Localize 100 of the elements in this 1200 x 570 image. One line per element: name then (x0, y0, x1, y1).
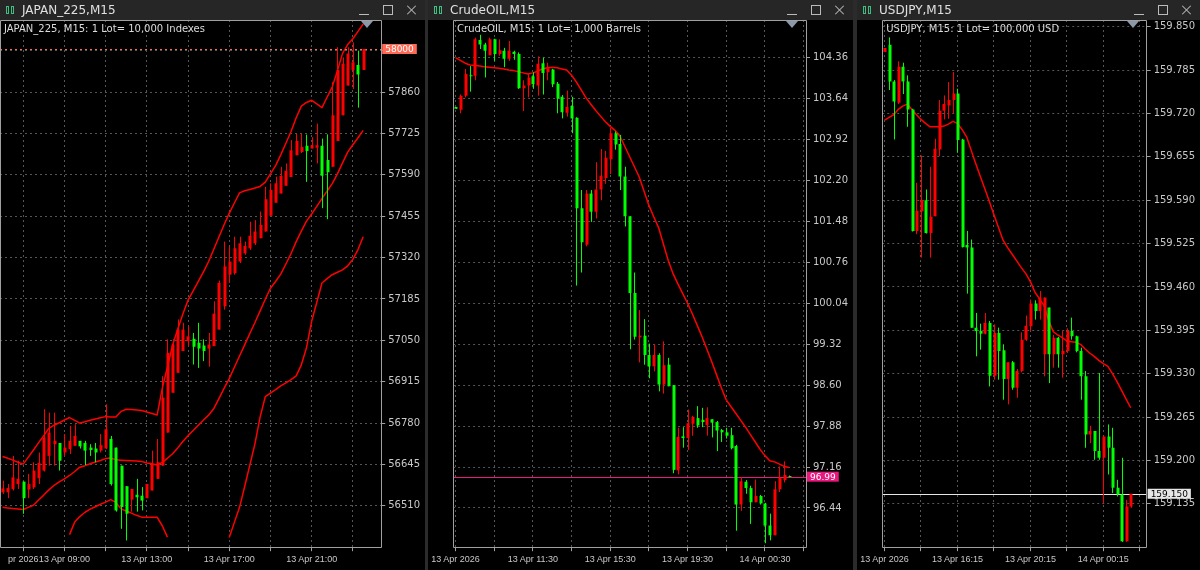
y-tick-label: 56780 (388, 416, 420, 428)
candlestick (556, 81, 560, 114)
candlestick (696, 405, 700, 429)
candlestick (362, 49, 366, 70)
y-tick-label: 159.655 (1153, 150, 1196, 162)
y-tick-label: 104.36 (813, 51, 849, 63)
y-tick-label: 159.785 (1153, 63, 1196, 75)
candlestick (83, 440, 87, 466)
candlestick (22, 481, 26, 515)
candlestick (1029, 299, 1033, 332)
x-tick-label: 13 Apr 19:30 (662, 554, 714, 565)
x-tick-label: 13 Apr 16:15 (931, 554, 983, 565)
ref-line-label: 58000 (385, 43, 415, 54)
candlestick (274, 176, 278, 204)
candlestick (768, 513, 772, 541)
candlestick (305, 134, 309, 183)
candlestick (253, 219, 257, 246)
x-tick-label: 13 Apr 20:15 (1004, 554, 1056, 565)
candlestick (589, 189, 593, 223)
chart-title: USDJPY,M15 (879, 2, 952, 19)
candlestick (979, 323, 983, 351)
candlestick (186, 325, 190, 347)
candlestick (952, 71, 956, 114)
y-tick-label: 97.88 (813, 419, 842, 431)
candlestick (1034, 299, 1038, 321)
candlestick (1038, 290, 1042, 321)
candlestick (99, 433, 103, 453)
candlestick (974, 312, 978, 357)
candlestick (570, 96, 574, 134)
y-tick-label: 159.265 (1153, 410, 1196, 422)
candlestick (464, 68, 468, 98)
y-tick-label: 159.525 (1153, 237, 1196, 249)
candlestick (686, 409, 690, 451)
x-tick-label: 13 Apr 17:00 (203, 554, 255, 565)
candlestick (942, 94, 946, 120)
candlestick (715, 420, 719, 452)
ref-line-label: 159.150 (1150, 488, 1189, 499)
chart-subtitle: JAPAN_225, M15: 1 Lot= 10,000 Indexes (3, 22, 205, 35)
candlestick (604, 150, 608, 185)
candlestick (691, 415, 695, 437)
candlestick (238, 236, 242, 264)
candlestick (901, 62, 905, 95)
y-tick-label: 56645 (388, 458, 420, 470)
y-tick-label: 159.460 (1153, 280, 1196, 292)
candlestick (681, 426, 685, 449)
candlestick (1006, 361, 1010, 405)
y-tick-label: 159.590 (1153, 193, 1196, 205)
candlestick (507, 40, 511, 62)
x-tick-label: 13 Apr 2026 (860, 554, 909, 565)
y-tick-label: 57050 (388, 333, 420, 345)
candlestick (920, 154, 924, 259)
candlestick (259, 211, 263, 239)
candlestick (469, 65, 473, 93)
candlestick (662, 340, 666, 395)
x-tick-label: 13 Apr 11:30 (507, 554, 559, 565)
candlestick (929, 166, 933, 259)
ref-line-label: 96.99 (810, 471, 837, 482)
candlestick (326, 133, 330, 220)
candlestick (279, 166, 283, 194)
y-tick-label: 159.395 (1153, 323, 1196, 335)
candlestick (248, 221, 252, 251)
y-tick-label: 56510 (388, 499, 420, 511)
candlestick (483, 42, 487, 78)
candlestick (947, 81, 951, 120)
candlestick (181, 322, 185, 352)
candlestick (1093, 430, 1097, 461)
candlestick (1061, 330, 1065, 379)
candlestick (1097, 372, 1101, 461)
y-tick-label: 159.720 (1153, 107, 1196, 119)
y-tick-label: 98.60 (813, 378, 842, 390)
candlestick (647, 343, 651, 379)
y-tick-label: 159.330 (1153, 367, 1196, 379)
candlestick (356, 50, 360, 109)
candlestick (565, 90, 569, 118)
chart-subtitle: USDJPY, M15: 1 Lot= 100,000 USD (886, 22, 1060, 34)
x-tick-label: 13 Apr 13:00 (121, 554, 173, 565)
y-tick-label: 57455 (388, 209, 420, 221)
y-tick-label: 57320 (388, 251, 420, 263)
candlestick (652, 343, 656, 372)
candlestick (749, 485, 753, 525)
y-tick-label: 56915 (388, 375, 420, 387)
x-tick-label: 13 Apr 21:00 (286, 554, 338, 565)
candlestick (351, 41, 355, 90)
candlestick (284, 162, 288, 187)
y-tick-label: 159.135 (1153, 497, 1196, 509)
candlestick (156, 438, 160, 480)
candlestick (1056, 336, 1060, 369)
candlestick (1070, 317, 1074, 341)
candlestick (459, 94, 463, 114)
candlestick (73, 423, 77, 447)
y-tick-label: 100.76 (813, 255, 849, 267)
candlestick (594, 161, 598, 219)
y-tick-label: 159.200 (1153, 454, 1196, 466)
x-tick-label: 13 Apr 09:00 (38, 554, 90, 565)
candlestick (192, 332, 196, 366)
candlestick (915, 182, 919, 235)
candlestick (763, 502, 767, 544)
y-tick-label: 102.92 (813, 133, 849, 145)
candlestick (37, 451, 41, 485)
candlestick (705, 406, 709, 437)
